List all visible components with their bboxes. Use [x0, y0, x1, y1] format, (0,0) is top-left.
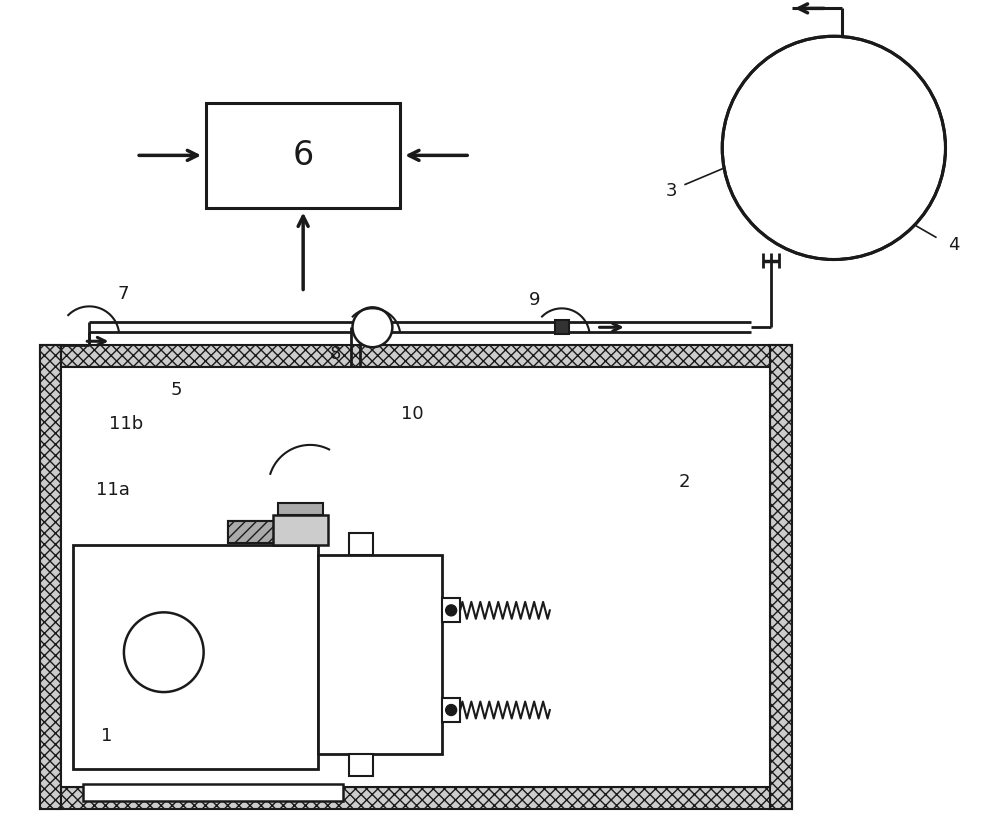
- Bar: [442, 698, 460, 722]
- Text: 1: 1: [101, 727, 112, 745]
- Bar: [442, 598, 460, 622]
- Text: 11b: 11b: [109, 415, 143, 433]
- Text: 2: 2: [679, 473, 690, 491]
- Text: 11a: 11a: [96, 481, 130, 498]
- Bar: [228, 521, 276, 542]
- Bar: [61, 367, 770, 787]
- Bar: [40, 345, 61, 809]
- Text: 5: 5: [170, 381, 182, 399]
- Circle shape: [722, 37, 946, 260]
- Text: 9: 9: [529, 291, 541, 310]
- Bar: [40, 787, 792, 809]
- Circle shape: [446, 705, 457, 716]
- Circle shape: [446, 605, 457, 616]
- Bar: [228, 521, 276, 542]
- Text: 7: 7: [118, 285, 129, 304]
- Text: 4: 4: [948, 235, 959, 254]
- Bar: [555, 320, 569, 334]
- Bar: [349, 532, 373, 555]
- Bar: [770, 345, 792, 809]
- Text: 3: 3: [666, 181, 677, 200]
- Bar: [278, 503, 323, 515]
- Text: 10: 10: [401, 405, 424, 423]
- Bar: [40, 345, 792, 367]
- Bar: [73, 545, 318, 769]
- Bar: [273, 515, 328, 545]
- Circle shape: [352, 307, 392, 347]
- Bar: [206, 103, 400, 208]
- Text: 6: 6: [293, 139, 314, 172]
- Bar: [83, 784, 343, 800]
- Bar: [349, 754, 373, 775]
- Circle shape: [124, 612, 204, 692]
- Text: 8: 8: [330, 345, 341, 364]
- Bar: [318, 555, 442, 754]
